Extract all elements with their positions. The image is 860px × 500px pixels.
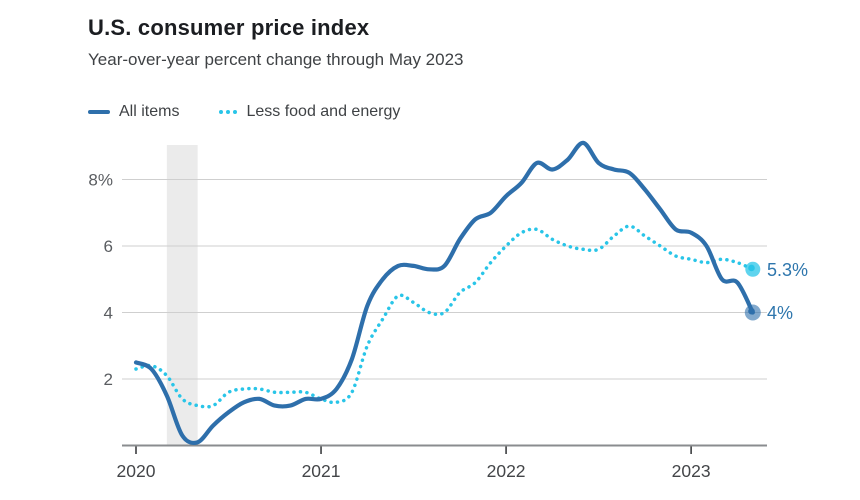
end-value-label-all-items: 4% xyxy=(767,303,793,323)
legend-item-all-items: All items xyxy=(88,103,179,121)
x-axis-tick-label: 2023 xyxy=(672,461,711,481)
chart-title: U.S. consumer price index xyxy=(88,15,370,40)
y-axis-tick-label: 2 xyxy=(104,370,113,389)
chart-header: U.S. consumer price index Year-over-year… xyxy=(88,15,464,70)
x-axis-tick-label: 2021 xyxy=(302,461,341,481)
solid-line-swatch-icon xyxy=(88,110,110,114)
y-axis-tick-label: 8% xyxy=(88,171,113,190)
end-marker-center-all-items xyxy=(748,307,755,315)
dotted-line-swatch-icon xyxy=(219,110,238,114)
series-line-less-food-and-energy xyxy=(134,224,755,409)
legend-label: Less food and energy xyxy=(246,103,401,120)
legend: All items Less food and energy xyxy=(88,103,400,121)
y-axis-tick-label: 4 xyxy=(104,304,113,323)
legend-item-less-food-and-energy: Less food and energy xyxy=(219,103,400,121)
chart-subtitle: Year-over-year percent change through Ma… xyxy=(88,50,464,69)
series-line-all-items xyxy=(133,140,755,446)
end-marker-center-less-food-and-energy xyxy=(748,264,755,272)
x-axis-tick-label: 2022 xyxy=(487,461,526,481)
legend-label: All items xyxy=(119,103,180,120)
end-value-label-less-food-and-energy: 5.3% xyxy=(767,260,808,280)
recession-band xyxy=(166,145,198,445)
y-axis-tick-label: 6 xyxy=(104,237,113,256)
x-axis-tick-label: 2020 xyxy=(117,461,156,481)
